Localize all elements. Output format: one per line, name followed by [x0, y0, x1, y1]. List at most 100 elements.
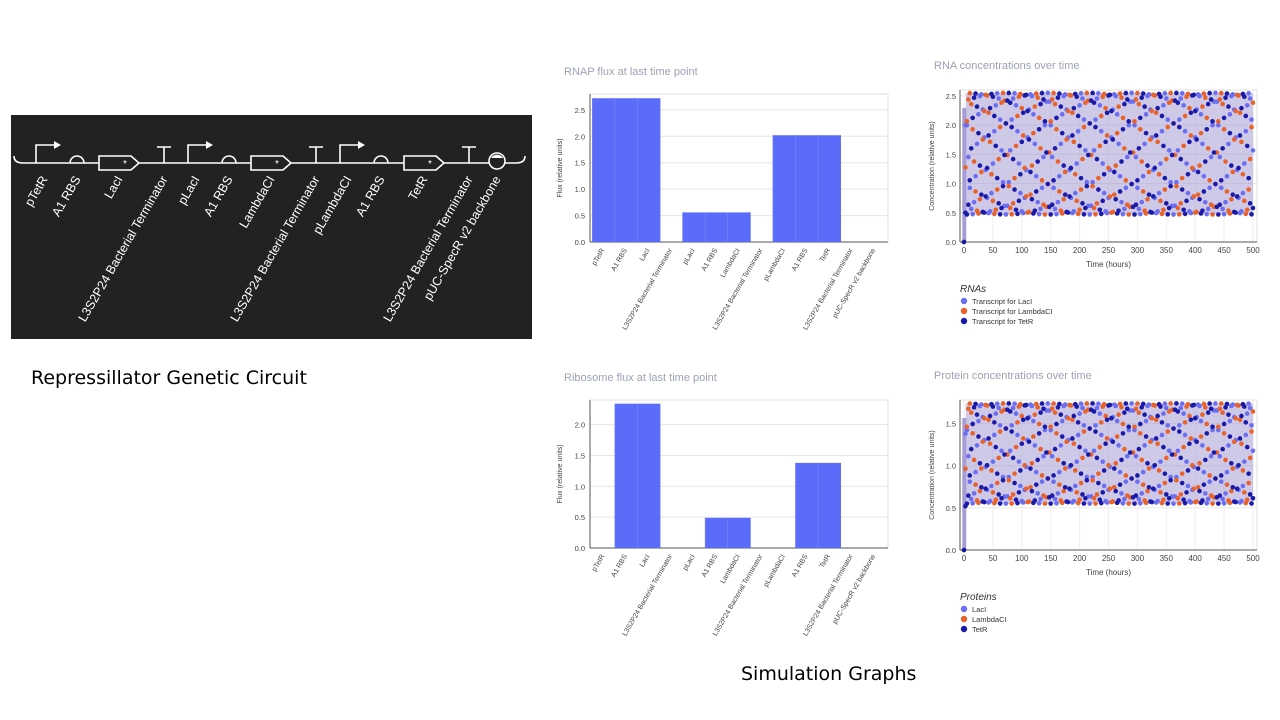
y-tick-label: 2.0: [575, 421, 585, 430]
data-point: [1142, 104, 1147, 109]
data-point: [979, 192, 984, 197]
data-point: [1000, 401, 1006, 406]
data-point: [1097, 207, 1103, 213]
terminator-glyph: [309, 146, 323, 163]
data-point: [1203, 95, 1208, 101]
data-point: [1182, 420, 1188, 425]
data-point: [1204, 115, 1210, 121]
data-point: [961, 547, 967, 553]
data-point: [1146, 484, 1152, 490]
data-point: [1133, 154, 1139, 160]
part-label: LambdaCI: [237, 174, 278, 231]
data-point: [1124, 406, 1130, 412]
data-point: [980, 439, 986, 445]
data-point: [1028, 192, 1033, 197]
data-point: [1084, 477, 1090, 483]
genetic-circuit-diagram: pTetR A1 RBS * LacI L3S2P24 Bacterial Termin…: [11, 115, 532, 339]
data-point: [1221, 211, 1227, 217]
data-point: [1057, 401, 1062, 407]
data-point: [1045, 181, 1051, 187]
x-tick-label: L3S2P24 Bacterial Terminator: [622, 247, 675, 332]
x-tick-label: 450: [1217, 246, 1231, 255]
data-point: [1169, 452, 1175, 457]
data-point: [1120, 431, 1126, 436]
data-point: [1093, 212, 1098, 217]
data-point: [973, 469, 978, 475]
data-point: [1120, 127, 1126, 132]
data-point: [1174, 179, 1179, 185]
data-point: [1230, 169, 1236, 175]
data-point: [1059, 130, 1065, 136]
data-point: [974, 412, 980, 417]
data-point: [1135, 178, 1140, 183]
data-point: [1243, 420, 1249, 425]
data-point: [1139, 95, 1145, 101]
data-point: [1070, 436, 1075, 441]
data-point: [1123, 90, 1129, 96]
data-point: [967, 479, 973, 484]
data-point: [1098, 432, 1104, 438]
data-point: [1039, 178, 1045, 183]
data-point: [964, 212, 970, 217]
data-point: [1013, 497, 1019, 503]
x-tick-label: 350: [1160, 246, 1174, 255]
data-point: [1224, 482, 1230, 487]
data-point: [1135, 90, 1140, 96]
data-point: [1135, 185, 1140, 191]
data-point: [1029, 403, 1035, 409]
data-point: [1048, 119, 1053, 124]
data-point: [1051, 473, 1056, 478]
data-point: [1171, 212, 1176, 217]
x-tick-label: pTetR: [591, 554, 606, 573]
data-point: [1177, 117, 1182, 122]
legend-entry: TetR: [972, 625, 988, 634]
data-point: [1113, 488, 1119, 494]
data-point: [1077, 411, 1082, 416]
data-point: [1195, 192, 1201, 197]
data-point: [964, 122, 970, 128]
data-point: [1062, 466, 1068, 471]
backbone-left-end: [13, 155, 24, 164]
data-point: [1023, 486, 1029, 492]
data-point: [1226, 141, 1231, 147]
data-point: [1240, 483, 1246, 489]
data-point: [1116, 498, 1121, 503]
data-point: [1097, 103, 1103, 108]
data-point: [1012, 187, 1017, 192]
data-point: [999, 448, 1004, 454]
data-point: [1080, 492, 1085, 497]
data-point: [1075, 420, 1081, 425]
data-point: [1122, 496, 1127, 502]
x-axis-label: Time (hours): [1086, 568, 1131, 577]
data-point: [1210, 501, 1215, 506]
data-point: [968, 496, 974, 502]
data-point: [996, 201, 1001, 206]
data-point: [1155, 498, 1160, 504]
data-point: [1136, 496, 1142, 502]
data-point: [1240, 171, 1246, 177]
data-point: [1049, 202, 1055, 208]
data-point: [1007, 448, 1013, 454]
data-point: [1132, 424, 1137, 430]
data-point: [1205, 146, 1211, 151]
x-tick-label: L3S2P24 Bacterial Terminator: [712, 553, 765, 638]
data-point: [1012, 471, 1017, 476]
y-tick-label: 1.0: [946, 180, 956, 189]
data-point: [1049, 453, 1055, 459]
data-point: [1227, 130, 1233, 136]
data-point: [1124, 154, 1130, 160]
data-point: [1068, 462, 1074, 468]
x-tick-label: 300: [1131, 554, 1145, 563]
data-point: [1071, 105, 1077, 111]
data-point: [1145, 163, 1150, 168]
cds-glyph: [98, 155, 141, 171]
data-point: [1204, 421, 1210, 427]
data-point: [1098, 500, 1104, 506]
data-point: [1161, 497, 1166, 503]
data-point: [1152, 403, 1158, 408]
data-point: [1098, 113, 1104, 119]
data-point: [1032, 443, 1038, 448]
data-point: [964, 424, 970, 430]
data-point: [1146, 402, 1152, 407]
y-tick-label: 0.0: [575, 544, 585, 553]
